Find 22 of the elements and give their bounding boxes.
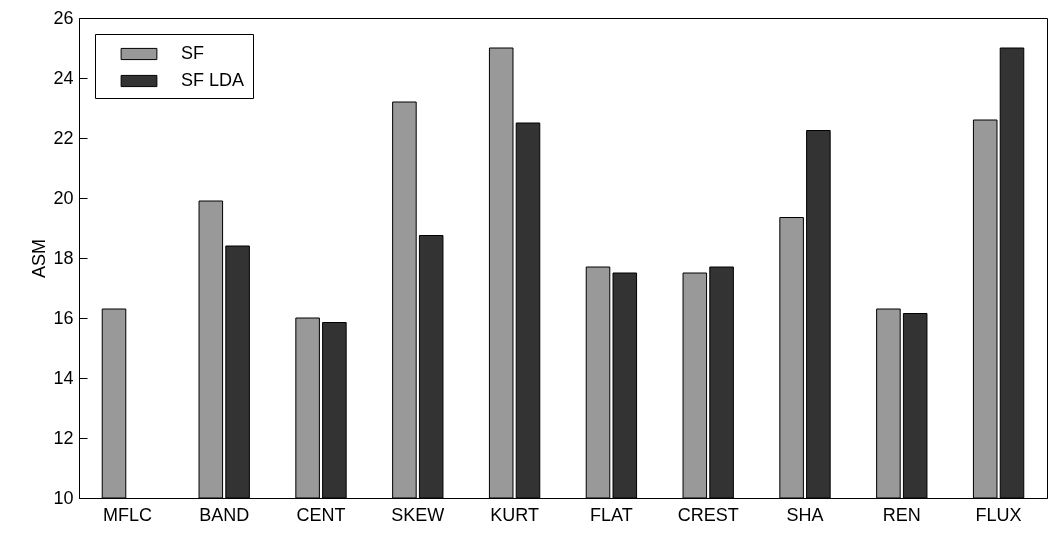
x-tick-label: SKEW (391, 504, 445, 525)
x-tick-label: BAND (199, 504, 250, 525)
y-tick-label: 20 (53, 187, 74, 208)
y-tick-label: 22 (53, 127, 74, 148)
x-tick-label: CENT (296, 504, 346, 525)
y-tick-label: 10 (53, 487, 74, 508)
y-tick-label: 24 (53, 67, 74, 88)
x-tick-label: KURT (490, 504, 539, 525)
y-tick-label: 18 (53, 247, 74, 268)
y-tick-label: 16 (53, 307, 74, 328)
x-tick-label: FLUX (975, 504, 1022, 525)
x-tick-label: SHA (786, 504, 824, 525)
x-tick-label: MFLC (102, 504, 152, 525)
y-tick-label: 26 (53, 7, 74, 28)
x-tick-label: CREST (677, 504, 739, 525)
x-tick-label: REN (882, 504, 921, 525)
x-tick-label: FLAT (590, 504, 633, 525)
y-tick-label: 12 (53, 427, 74, 448)
y-axis-title: ASM (29, 238, 50, 279)
legend-label: SF LDA (181, 70, 245, 90)
legend-label: SF (181, 43, 205, 63)
y-tick-label: 14 (53, 367, 74, 388)
